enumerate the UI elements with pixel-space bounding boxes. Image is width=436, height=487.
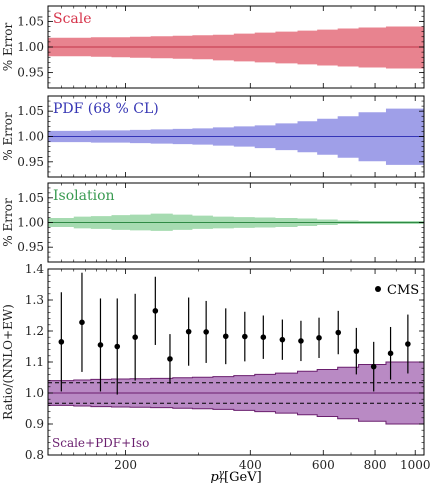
- pdf-y-axis-label: % Error: [1, 112, 15, 161]
- x-tick-label: 400: [239, 458, 262, 472]
- pdf-ytick-label: 1.00: [17, 130, 44, 144]
- scale-frame: [47, 5, 425, 89]
- cms-point: [353, 348, 360, 354]
- ratio-y-axis-label: Ratio/(NNLO+EW): [1, 304, 15, 420]
- cms-point: [185, 328, 192, 335]
- ratio-ytick-label: 1.1: [25, 355, 44, 369]
- cms-point: [279, 336, 286, 343]
- ratio-band-upper-edge: [48, 361, 424, 382]
- legend-cms-marker: [375, 286, 381, 292]
- x-tick-label: 1000: [400, 458, 431, 472]
- cms-point: [316, 335, 322, 341]
- cms-point: [79, 319, 85, 326]
- cms-point: [152, 308, 159, 314]
- cms-point: [260, 334, 267, 341]
- ratio-band-label: Scale+PDF+Iso: [52, 436, 149, 450]
- scale-y-axis-label: % Error: [1, 23, 15, 72]
- cms-point: [405, 341, 411, 347]
- scale-panel-label: Scale: [53, 11, 92, 27]
- ratio-band-lower-edge: [48, 404, 424, 425]
- cms-point: [335, 329, 342, 336]
- cms-point: [167, 356, 173, 362]
- isolation-ytick-label: 1.00: [17, 216, 44, 230]
- x-tick-label: 600: [312, 458, 335, 472]
- cms-point: [203, 329, 209, 335]
- ratio-ytick-label: 1.2: [25, 324, 44, 338]
- cms-points: [58, 272, 411, 395]
- pdf-ytick-label: 1.05: [17, 104, 44, 118]
- x-axis-label-unit: [GeV]: [224, 470, 262, 483]
- ratio-ytick-label: 0.8: [25, 448, 44, 462]
- cms-point: [132, 334, 138, 341]
- x-axis-label-main: p: [210, 470, 219, 483]
- ratio-axes: 0.8 0.9 1.0 1.1 1.2 1.3 1.4: [25, 262, 425, 462]
- ratio-ytick-label: 1.3: [25, 293, 44, 307]
- x-tick-label: 200: [114, 458, 137, 472]
- isolation-panel-label: Isolation: [53, 188, 115, 204]
- cms-point: [58, 339, 65, 345]
- pdf-panel-label: PDF (68 % CL): [53, 101, 159, 117]
- ratio-ytick-label: 1.4: [25, 262, 44, 276]
- cms-point: [298, 338, 304, 344]
- isolation-ytick-label: 0.95: [17, 240, 44, 254]
- scale-ytick-label: 0.95: [17, 66, 44, 80]
- ratio-ytick-label: 1.0: [25, 386, 44, 400]
- cms-point: [222, 333, 229, 340]
- cms-point: [242, 333, 248, 340]
- scale-ytick-label: 1.00: [17, 40, 44, 54]
- x-tick-label: 800: [364, 458, 387, 472]
- pdf-ytick-label: 0.95: [17, 155, 44, 169]
- scale-band: [48, 26, 424, 69]
- legend-cms-label: CMS: [387, 283, 419, 298]
- scale-ytick-label: 1.05: [17, 14, 44, 28]
- cms-point: [387, 350, 394, 357]
- isolation-ytick-label: 1.05: [17, 191, 44, 205]
- pdf-frame: [47, 95, 425, 178]
- cms-point: [370, 363, 377, 370]
- isolation-frame: [47, 182, 425, 263]
- isolation-axes: 0.95 1.00 1.05: [17, 182, 425, 263]
- pdf-axes: 0.95 1.00 1.05: [17, 95, 425, 178]
- x-axis-label-sup: γ: [219, 469, 225, 479]
- x-axis-label: pγ T[GeV]: [210, 469, 261, 483]
- cms-point: [114, 343, 121, 350]
- scale-axes: 0.95 1.00 1.05: [17, 5, 425, 89]
- cms-point: [97, 342, 104, 348]
- ratio-frame: [47, 268, 425, 456]
- isolation-y-axis-label: % Error: [1, 198, 15, 247]
- ratio-ytick-label: 0.9: [25, 417, 44, 431]
